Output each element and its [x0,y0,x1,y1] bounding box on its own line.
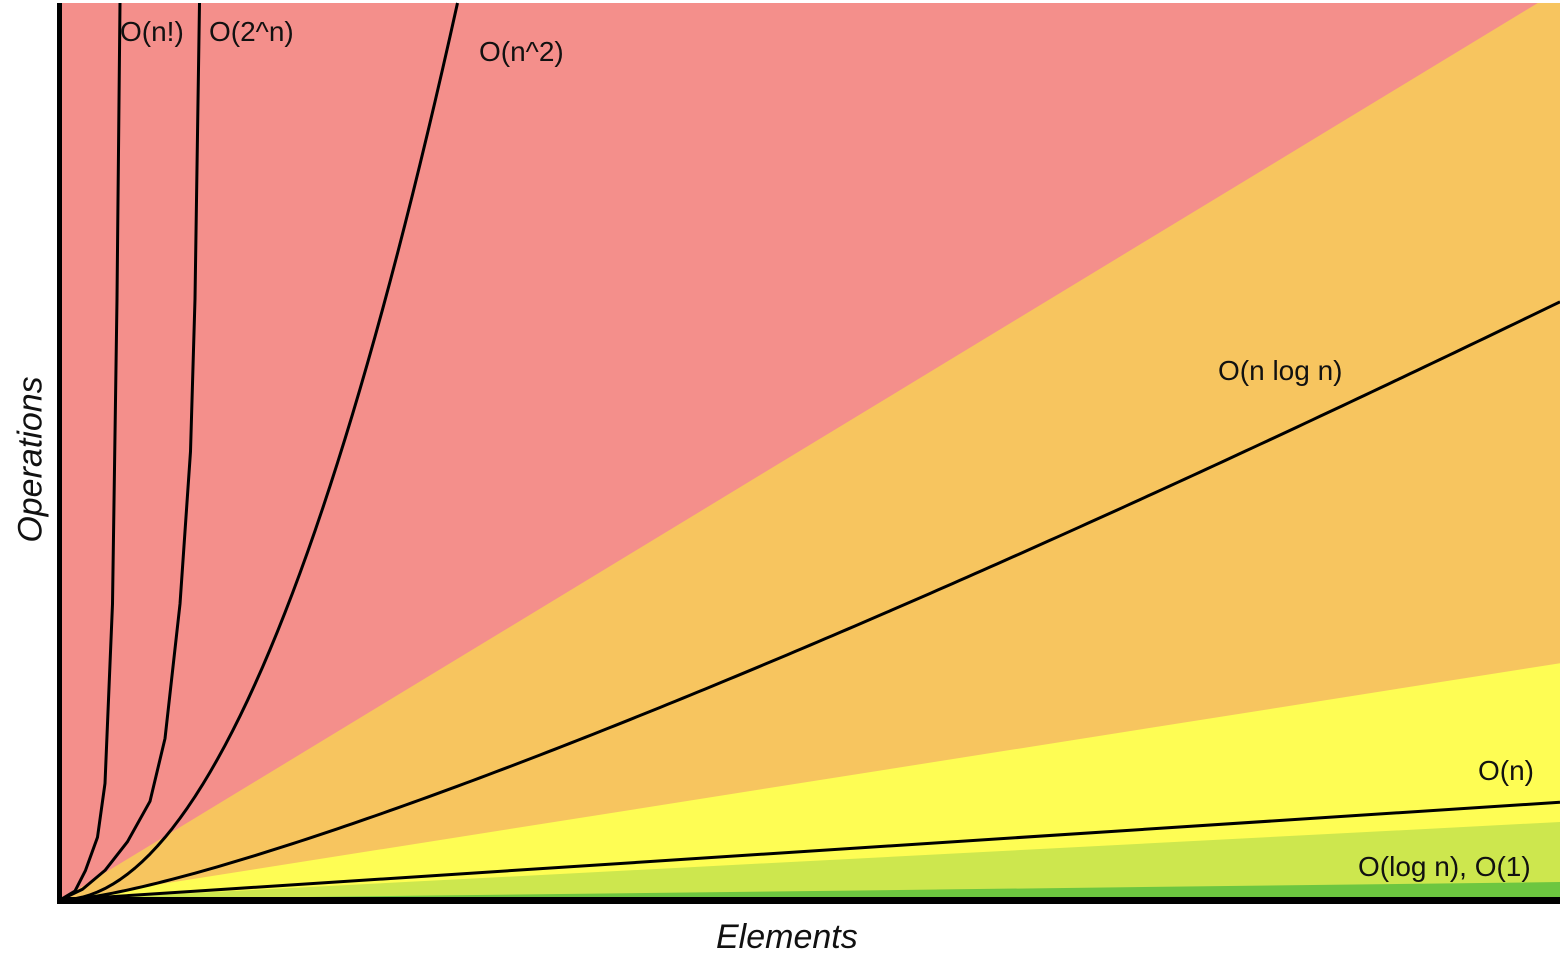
curve-1 [59,2,201,902]
band-good [60,821,1560,900]
band-bad [60,3,1560,900]
label-exponential: O(2^n) [209,16,294,47]
curve-0 [59,2,122,902]
band-fair [60,663,1560,900]
y-axis-title: Operations [11,376,50,543]
band-excellent [60,882,1560,900]
curve-2 [59,2,459,902]
x-axis-title: Elements [716,918,858,956]
curve-4 [59,800,1560,902]
label-log-constant: O(log n), O(1) [1358,851,1531,882]
curve-3 [59,300,1560,902]
label-factorial: O(n!) [120,16,184,47]
label-nlogn: O(n log n) [1218,355,1343,386]
label-quadratic: O(n^2) [479,36,564,67]
complexity-curves [59,2,1560,902]
complexity-bands [60,3,1560,900]
label-linear: O(n) [1478,755,1534,786]
